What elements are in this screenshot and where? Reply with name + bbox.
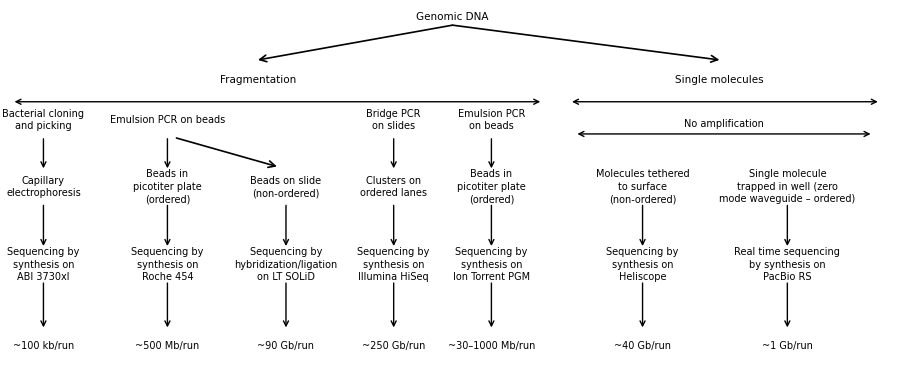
Text: ~30–1000 Mb/run: ~30–1000 Mb/run [448, 341, 535, 351]
Text: ~90 Gb/run: ~90 Gb/run [258, 341, 314, 351]
Text: ~500 Mb/run: ~500 Mb/run [136, 341, 199, 351]
Text: ~100 kb/run: ~100 kb/run [13, 341, 74, 351]
Text: Molecules tethered
to surface
(non-ordered): Molecules tethered to surface (non-order… [595, 169, 690, 204]
Text: Emulsion PCR
on beads: Emulsion PCR on beads [458, 109, 525, 131]
Text: Real time sequencing
by synthesis on
PacBio RS: Real time sequencing by synthesis on Pac… [735, 247, 840, 282]
Text: Beads in
picotiter plate
(ordered): Beads in picotiter plate (ordered) [133, 169, 202, 204]
Text: Clusters on
ordered lanes: Clusters on ordered lanes [360, 176, 427, 198]
Text: Beads on slide
(non-ordered): Beads on slide (non-ordered) [251, 176, 321, 198]
Text: No amplification: No amplification [684, 118, 764, 129]
Text: Sequencing by
hybridization/ligation
on LT SOLiD: Sequencing by hybridization/ligation on … [234, 247, 338, 282]
Text: Single molecules: Single molecules [675, 74, 764, 85]
Text: Bacterial cloning
and picking: Bacterial cloning and picking [3, 109, 84, 131]
Text: ~1 Gb/run: ~1 Gb/run [762, 341, 813, 351]
Text: Sequencing by
synthesis on
Illumina HiSeq: Sequencing by synthesis on Illumina HiSe… [357, 247, 430, 282]
Text: Bridge PCR
on slides: Bridge PCR on slides [367, 109, 421, 131]
Text: Fragmentation: Fragmentation [220, 74, 296, 85]
Text: ~250 Gb/run: ~250 Gb/run [362, 341, 425, 351]
Text: Capillary
electrophoresis: Capillary electrophoresis [6, 176, 81, 198]
Text: Single molecule
trapped in well (zero
mode waveguide – ordered): Single molecule trapped in well (zero mo… [719, 169, 855, 204]
Text: Sequencing by
synthesis on
Roche 454: Sequencing by synthesis on Roche 454 [131, 247, 204, 282]
Text: Sequencing by
synthesis on
ABI 3730xl: Sequencing by synthesis on ABI 3730xl [7, 247, 80, 282]
Text: Emulsion PCR on beads: Emulsion PCR on beads [110, 115, 225, 125]
Text: Sequencing by
synthesis on
Ion Torrent PGM: Sequencing by synthesis on Ion Torrent P… [452, 247, 530, 282]
Text: Sequencing by
synthesis on
Heliscope: Sequencing by synthesis on Heliscope [606, 247, 679, 282]
Text: Beads in
picotiter plate
(ordered): Beads in picotiter plate (ordered) [457, 169, 526, 204]
Text: ~40 Gb/run: ~40 Gb/run [614, 341, 671, 351]
Text: Genomic DNA: Genomic DNA [416, 11, 489, 22]
